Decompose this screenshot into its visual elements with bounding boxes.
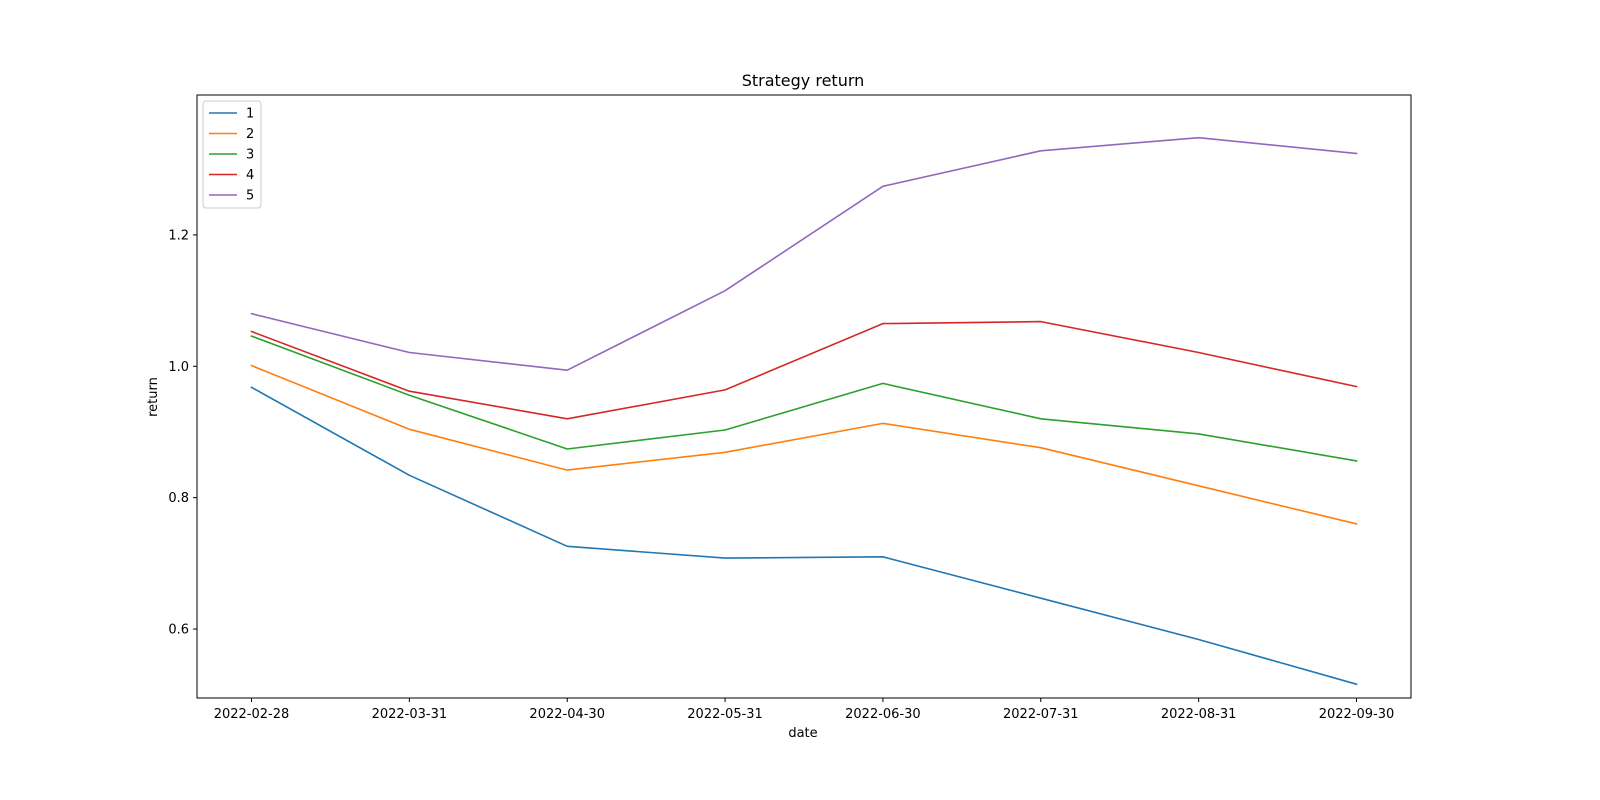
x-tick-label: 2022-05-31 bbox=[687, 707, 763, 722]
legend-label-4: 4 bbox=[246, 168, 254, 183]
series-line-4 bbox=[250, 320, 1358, 420]
x-axis-label: date bbox=[788, 726, 817, 741]
x-tick-label: 2022-08-31 bbox=[1161, 707, 1237, 722]
series-line-2 bbox=[250, 364, 1358, 525]
legend-label-5: 5 bbox=[246, 189, 254, 204]
series-line-1 bbox=[250, 386, 1358, 686]
y-axis-label: return bbox=[146, 377, 161, 417]
y-tick-label: 1.2 bbox=[168, 228, 189, 243]
chart-title: Strategy return bbox=[742, 71, 865, 90]
series-line-5 bbox=[250, 136, 1358, 372]
x-tick-label: 2022-06-30 bbox=[845, 707, 921, 722]
legend-label-3: 3 bbox=[246, 148, 254, 163]
x-tick-label: 2022-03-31 bbox=[372, 707, 448, 722]
y-tick-label: 0.8 bbox=[168, 491, 189, 506]
x-tick-label: 2022-09-30 bbox=[1319, 707, 1395, 722]
x-tick-label: 2022-07-31 bbox=[1003, 707, 1079, 722]
series-line-3 bbox=[250, 335, 1358, 462]
x-tick-label: 2022-02-28 bbox=[214, 707, 290, 722]
y-tick-label: 0.6 bbox=[168, 623, 189, 638]
x-axis: 2022-02-28 2022-03-31 2022-04-30 2022-05-31… bbox=[214, 698, 1395, 722]
y-axis: 0.6 0.8 1.0 1.2 bbox=[168, 228, 197, 638]
legend-label-1: 1 bbox=[246, 107, 254, 122]
legend-label-2: 2 bbox=[246, 127, 254, 142]
legend: 1 2 3 4 5 bbox=[202, 100, 262, 209]
x-tick-label: 2022-04-30 bbox=[529, 707, 605, 722]
plot-area bbox=[196, 94, 1412, 699]
y-tick-label: 1.0 bbox=[168, 360, 189, 375]
series-lines bbox=[250, 136, 1358, 686]
